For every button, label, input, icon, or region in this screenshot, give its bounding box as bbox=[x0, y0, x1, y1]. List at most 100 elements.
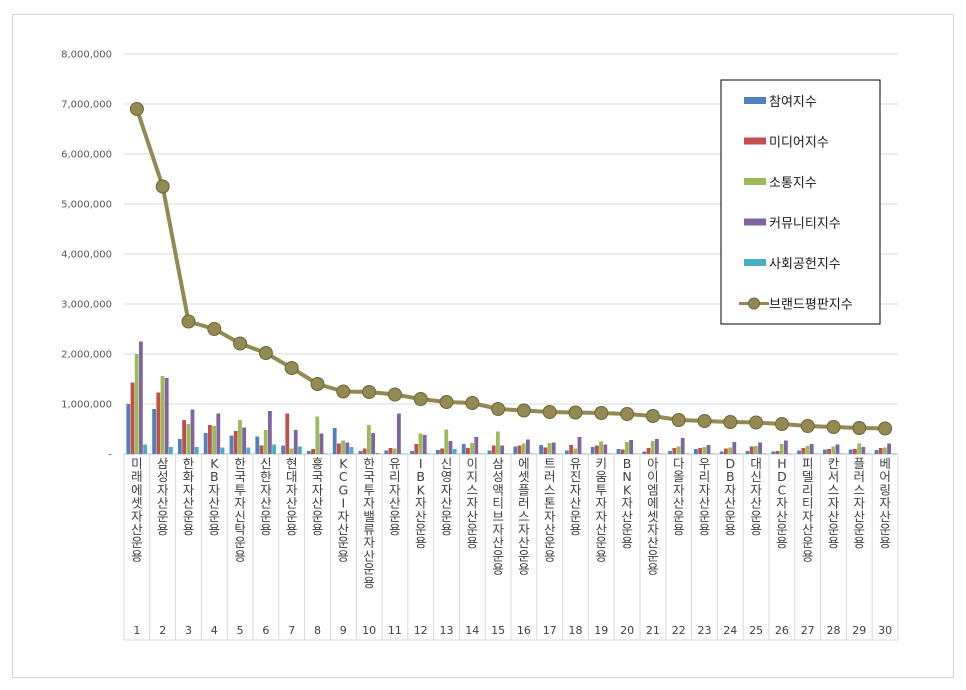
bar bbox=[736, 453, 741, 454]
bar bbox=[556, 453, 560, 454]
bar bbox=[702, 447, 707, 454]
line-point bbox=[387, 387, 402, 402]
bar bbox=[779, 444, 784, 454]
bar bbox=[388, 448, 393, 454]
bar bbox=[891, 453, 896, 454]
bar bbox=[255, 436, 260, 454]
rank-label: 27 bbox=[801, 624, 815, 637]
bar bbox=[569, 445, 573, 454]
bar bbox=[857, 443, 861, 454]
line-point bbox=[181, 314, 196, 329]
bar bbox=[809, 444, 814, 454]
bar bbox=[212, 426, 216, 454]
bar bbox=[384, 450, 389, 454]
line-point bbox=[207, 322, 222, 336]
legend-swatch bbox=[744, 137, 766, 145]
legend-swatch bbox=[744, 259, 766, 266]
rank-label: 23 bbox=[698, 624, 712, 637]
rank-label: 1 bbox=[133, 624, 140, 637]
bar bbox=[337, 443, 341, 454]
rank-label: 7 bbox=[288, 624, 295, 637]
line-point bbox=[413, 392, 428, 406]
bar bbox=[758, 442, 762, 454]
bar bbox=[143, 444, 147, 454]
legend-swatch bbox=[744, 178, 766, 185]
bar bbox=[668, 451, 672, 454]
bar bbox=[268, 411, 272, 454]
line-point bbox=[362, 385, 377, 399]
line-point bbox=[826, 420, 841, 434]
bar bbox=[281, 445, 285, 454]
bar bbox=[710, 453, 715, 454]
bar bbox=[861, 447, 866, 454]
bar bbox=[775, 451, 780, 454]
bar bbox=[427, 453, 431, 454]
bar bbox=[655, 439, 659, 454]
bar bbox=[724, 448, 728, 454]
bar bbox=[883, 447, 887, 454]
line-point bbox=[723, 415, 738, 429]
bar bbox=[263, 430, 268, 454]
bar bbox=[397, 413, 401, 454]
rank-label: 30 bbox=[878, 624, 892, 637]
bar bbox=[551, 442, 556, 454]
bar bbox=[745, 451, 750, 454]
bar bbox=[298, 446, 302, 454]
y-tick-label: 1,000,000 bbox=[61, 400, 112, 411]
bar bbox=[625, 442, 629, 454]
bar bbox=[139, 341, 143, 454]
bar bbox=[323, 453, 328, 454]
rank-label: 4 bbox=[211, 624, 218, 637]
bar bbox=[642, 451, 647, 454]
bar bbox=[156, 392, 161, 454]
bar bbox=[358, 451, 363, 454]
bar bbox=[539, 445, 543, 454]
bar bbox=[470, 443, 474, 454]
rank-label: 29 bbox=[852, 624, 866, 637]
bar bbox=[229, 435, 234, 454]
rank-label: 10 bbox=[362, 624, 376, 637]
bar bbox=[530, 453, 534, 454]
bar bbox=[590, 447, 595, 454]
bar bbox=[452, 449, 457, 454]
line-point bbox=[620, 407, 635, 421]
line-point bbox=[697, 414, 712, 428]
bar bbox=[839, 453, 844, 454]
bar bbox=[392, 448, 397, 454]
bar bbox=[646, 448, 651, 454]
legend-label: 미디어지수 bbox=[769, 136, 829, 151]
bar bbox=[680, 438, 685, 454]
bar bbox=[513, 446, 518, 454]
bar bbox=[478, 453, 483, 454]
legend-box bbox=[720, 79, 881, 325]
bar bbox=[603, 444, 608, 454]
bar bbox=[422, 435, 427, 454]
line-point bbox=[671, 413, 686, 427]
line-point bbox=[749, 415, 764, 430]
bar bbox=[203, 433, 208, 454]
bar bbox=[491, 445, 496, 454]
rank-label: 8 bbox=[314, 624, 321, 637]
bar bbox=[633, 453, 638, 454]
bar bbox=[216, 413, 221, 454]
bar bbox=[311, 449, 315, 454]
line-point bbox=[542, 405, 557, 419]
rank-label: 28 bbox=[827, 624, 841, 637]
bar bbox=[289, 448, 294, 454]
rank-label: 14 bbox=[465, 624, 479, 637]
bar bbox=[831, 446, 836, 454]
line-point bbox=[516, 403, 531, 418]
